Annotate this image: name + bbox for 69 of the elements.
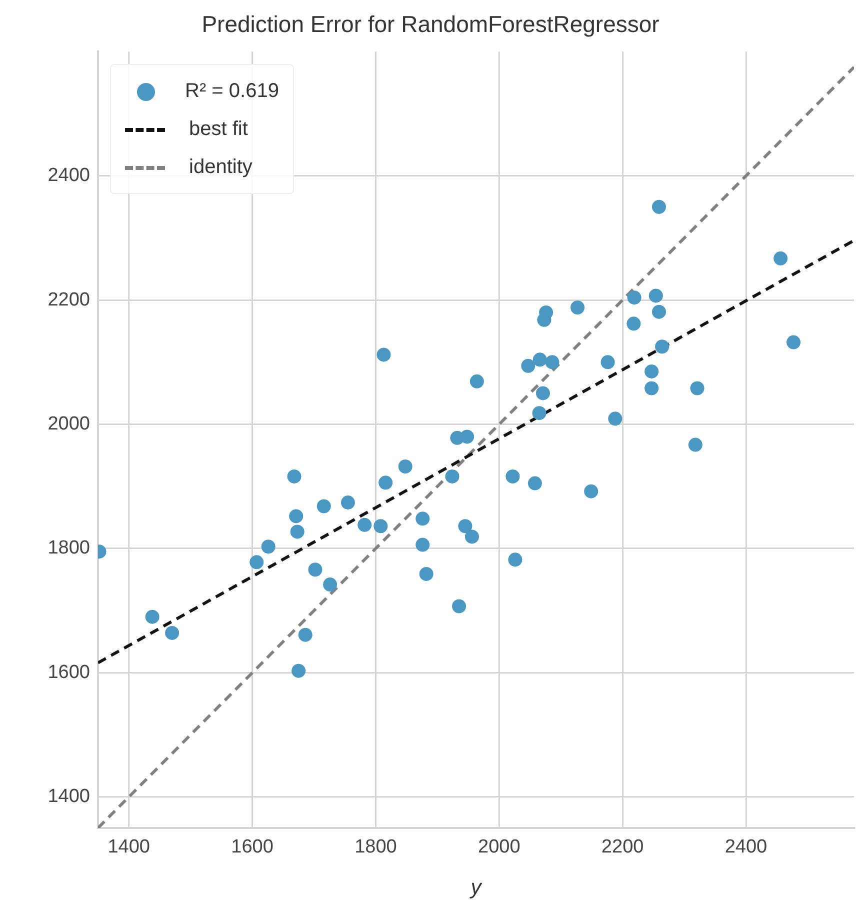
point (464, 530, 479, 544)
x-tick-label: 1600 (231, 836, 274, 858)
x-tick-label: 1800 (354, 836, 397, 858)
point (458, 519, 472, 534)
point (287, 469, 302, 484)
point (648, 288, 663, 303)
point (416, 512, 430, 526)
point (626, 316, 641, 331)
point (460, 430, 474, 444)
point (506, 469, 520, 484)
x-tick-label: 1400 (108, 836, 150, 858)
point (688, 438, 702, 452)
point (786, 335, 801, 350)
point (323, 578, 338, 592)
legend-label: best fit (189, 118, 248, 142)
point (376, 348, 391, 362)
point (416, 538, 430, 552)
point (774, 251, 788, 266)
chart-title: Prediction Error for RandomForestRegressor (202, 11, 660, 38)
y-tick-label: 2000 (48, 414, 90, 435)
point (165, 626, 180, 640)
point (508, 552, 522, 567)
point (652, 200, 666, 214)
point (532, 406, 546, 420)
point (250, 555, 264, 570)
legend-label: identity (189, 156, 252, 180)
point (600, 355, 615, 370)
point (374, 519, 388, 534)
point (378, 476, 393, 490)
point (570, 300, 585, 314)
point (452, 599, 466, 614)
x-tick-label: 2400 (724, 836, 768, 858)
point (470, 374, 484, 388)
y-tick-label: 1800 (48, 538, 90, 559)
point (316, 499, 331, 514)
y-tick-label: 2200 (48, 289, 90, 310)
point (655, 340, 670, 354)
point (537, 312, 552, 327)
y-tick-label: 1400 (48, 786, 90, 808)
point (584, 484, 598, 498)
point (608, 412, 622, 426)
point (532, 352, 547, 367)
point (261, 540, 276, 554)
point (445, 469, 460, 484)
point (308, 562, 322, 577)
point (652, 304, 666, 319)
point (290, 524, 304, 539)
point (298, 628, 312, 642)
point (289, 509, 304, 524)
point (521, 358, 536, 373)
x-axis-title: y (468, 876, 483, 900)
point (690, 381, 704, 396)
x-tick-label: 2200 (601, 836, 644, 858)
point (145, 610, 160, 624)
x-tick-label: 2000 (478, 836, 520, 858)
point (627, 290, 642, 305)
point (536, 386, 550, 400)
point (358, 518, 372, 532)
point (545, 355, 560, 370)
point (644, 381, 659, 396)
point (644, 364, 659, 378)
point (340, 496, 355, 510)
legend-label: R² = 0.619 (185, 80, 279, 104)
point (528, 476, 542, 490)
point (398, 460, 412, 474)
y-tick-label: 1600 (48, 662, 90, 683)
y-tick-label: 2400 (48, 165, 90, 186)
point (292, 664, 306, 678)
point (419, 566, 434, 581)
